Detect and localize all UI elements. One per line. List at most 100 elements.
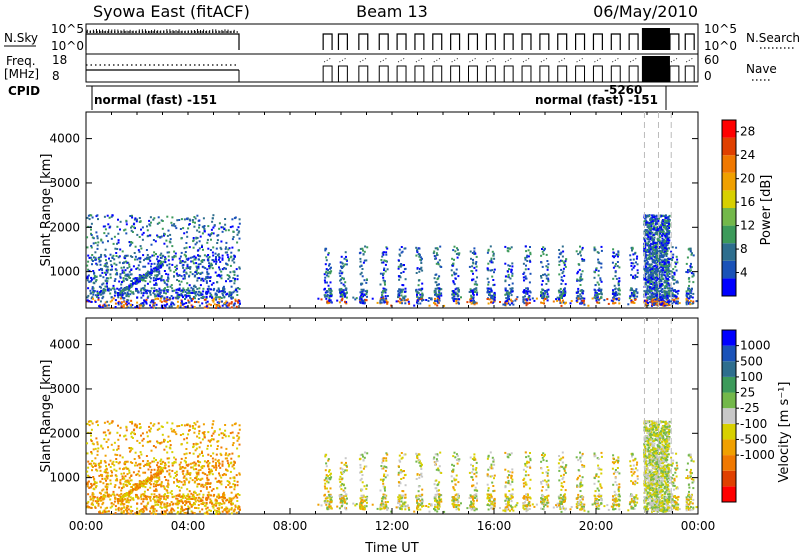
range-gate-cell xyxy=(469,288,472,291)
power-scatter xyxy=(86,112,698,310)
range-gate-cell xyxy=(580,279,583,282)
range-gate-cell xyxy=(227,278,230,280)
freq-tick-top: 18 xyxy=(52,53,67,67)
range-gate-cell xyxy=(661,237,664,240)
range-gate-cell xyxy=(202,493,205,496)
range-gate-cell xyxy=(661,267,664,270)
range-gate-cell xyxy=(655,243,658,246)
range-gate-cell xyxy=(87,268,90,271)
range-gate-cell xyxy=(452,291,455,294)
range-gate-cell xyxy=(383,269,385,271)
range-gate-cell xyxy=(192,246,195,249)
range-gate-cell xyxy=(205,482,208,485)
freq-trace xyxy=(322,65,333,82)
range-gate-cell xyxy=(600,296,603,299)
range-gate-cell xyxy=(149,483,152,486)
range-gate-cell xyxy=(116,248,119,250)
range-gate-cell xyxy=(122,304,125,307)
range-gate-cell xyxy=(523,291,526,294)
range-gate-cell xyxy=(440,294,443,297)
range-gate-cell xyxy=(650,227,653,230)
range-gate-cell xyxy=(206,300,209,303)
range-gate-cell xyxy=(648,255,651,258)
range-gate-cell xyxy=(689,266,692,269)
range-gate-cell xyxy=(106,420,109,423)
range-gate-cell xyxy=(228,302,231,305)
range-gate-cell xyxy=(658,297,660,300)
range-gate-cell xyxy=(139,280,141,283)
range-gate-cell xyxy=(663,301,666,304)
range-gate-cell xyxy=(360,271,363,274)
range-gate-cell xyxy=(197,219,200,222)
range-gate-cell xyxy=(226,459,229,462)
range-gate-cell xyxy=(118,261,121,264)
range-gate-cell xyxy=(544,247,546,250)
range-gate-cell xyxy=(123,229,126,232)
range-gate-cell xyxy=(97,298,100,301)
range-gate-cell xyxy=(418,288,421,291)
range-gate-cell xyxy=(438,283,440,286)
range-gate-cell xyxy=(106,282,108,285)
range-gate-cell xyxy=(206,238,209,241)
range-gate-cell xyxy=(662,244,665,247)
range-gate-cell xyxy=(630,293,633,296)
range-gate-cell xyxy=(453,283,456,286)
range-gate-cell xyxy=(416,301,418,304)
range-gate-cell xyxy=(149,291,152,294)
range-gate-cell xyxy=(472,291,475,294)
range-gate-cell xyxy=(140,287,143,290)
range-gate-cell xyxy=(104,461,107,464)
range-gate-cell xyxy=(96,443,99,446)
range-gate-cell xyxy=(192,221,195,224)
range-gate-cell xyxy=(600,280,603,283)
range-gate-cell xyxy=(631,268,634,271)
range-gate-cell xyxy=(666,234,669,237)
range-gate-cell xyxy=(456,247,458,250)
range-gate-cell xyxy=(181,260,184,262)
range-gate-cell xyxy=(175,227,178,230)
range-gate-cell xyxy=(190,510,193,513)
range-gate-cell xyxy=(594,289,597,292)
range-gate-cell xyxy=(155,275,158,278)
range-gate-cell xyxy=(327,253,330,256)
range-gate-cell xyxy=(110,215,113,218)
range-gate-cell xyxy=(129,283,132,286)
freq-trace xyxy=(684,65,695,82)
range-gate-cell xyxy=(579,250,582,253)
range-gate-cell xyxy=(206,512,209,515)
range-gate-cell xyxy=(523,302,526,305)
range-gate-cell xyxy=(194,427,196,430)
range-gate-cell xyxy=(196,272,198,275)
range-gate-cell xyxy=(330,289,333,292)
range-gate-cell xyxy=(201,277,204,280)
range-gate-cell xyxy=(690,253,693,256)
range-gate-cell xyxy=(129,243,132,246)
range-gate-cell xyxy=(329,281,332,284)
range-gate-cell xyxy=(660,231,663,234)
range-gate-cell xyxy=(176,279,179,281)
range-gate-cell xyxy=(196,266,199,269)
range-gate-cell xyxy=(596,281,599,284)
range-gate-cell xyxy=(427,299,430,302)
range-gate-cell xyxy=(173,289,176,292)
range-gate-cell xyxy=(156,440,159,443)
range-gate-cell xyxy=(474,262,477,265)
range-gate-cell xyxy=(167,277,170,280)
range-gate-cell xyxy=(345,258,348,261)
range-gate-cell xyxy=(179,294,182,297)
range-gate-cell xyxy=(560,304,563,307)
range-gate-cell xyxy=(111,471,113,474)
freq-trace xyxy=(503,65,514,82)
range-gate-cell xyxy=(661,234,664,237)
range-gate-cell xyxy=(120,489,123,492)
range-gate-cell xyxy=(163,300,166,303)
range-gate-cell xyxy=(187,294,190,297)
range-gate-cell xyxy=(216,289,219,292)
range-gate-cell xyxy=(113,258,116,261)
range-gate-cell xyxy=(97,294,100,297)
range-gate-cell xyxy=(172,224,175,227)
range-gate-cell xyxy=(138,275,141,278)
range-gate-cell xyxy=(132,223,135,226)
range-gate-cell xyxy=(211,220,214,223)
range-gate-cell xyxy=(108,422,111,425)
